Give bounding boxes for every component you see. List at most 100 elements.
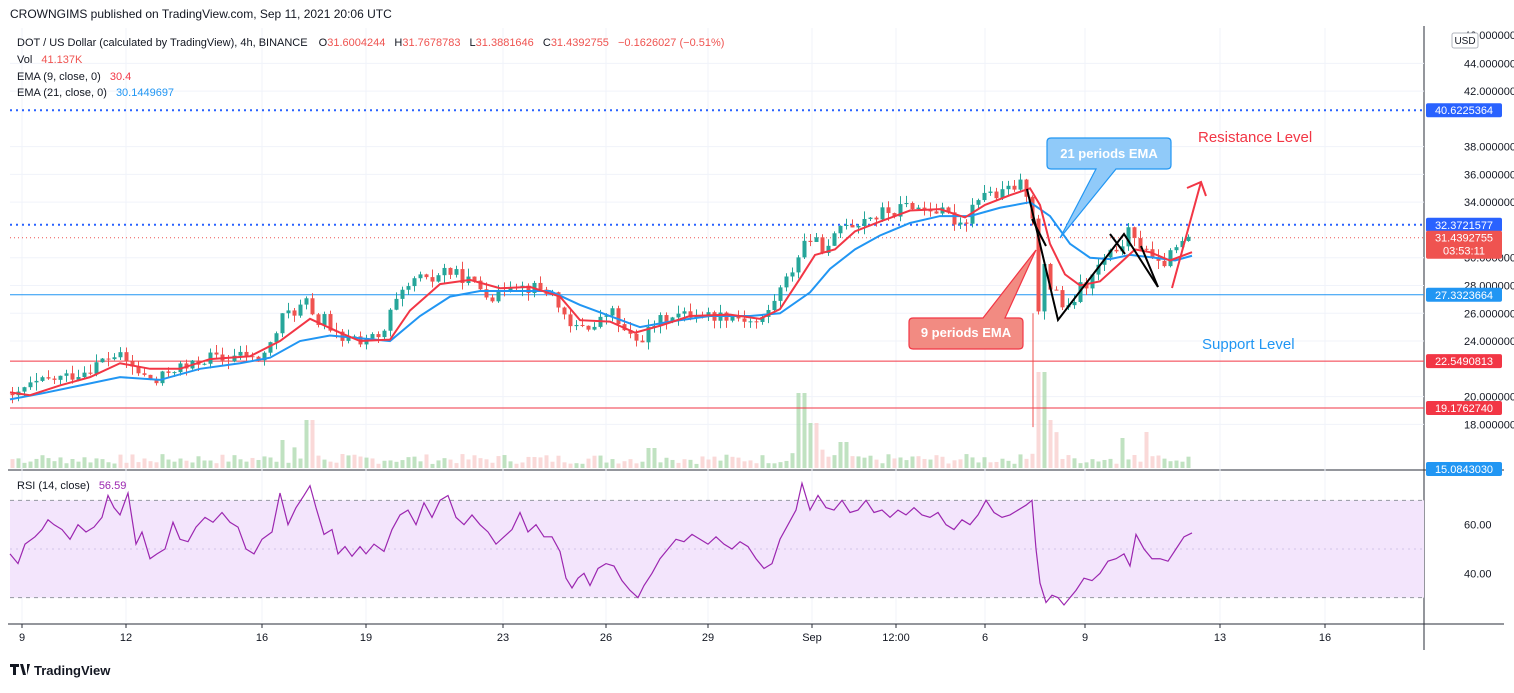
legend-vol: 41.137K bbox=[41, 54, 83, 66]
legend-rsi-line: RSI (14, close) 56.59 bbox=[17, 480, 126, 492]
volume-bar bbox=[1186, 456, 1191, 468]
volume-bar bbox=[964, 454, 969, 468]
candle-body bbox=[988, 191, 993, 193]
tradingview-brand: TradingView bbox=[34, 663, 111, 678]
volume-bar bbox=[808, 423, 813, 468]
volume-bar bbox=[1162, 458, 1167, 468]
volume-bar bbox=[274, 461, 279, 468]
candle-body bbox=[664, 315, 669, 323]
price-level-badge-text: 27.3323664 bbox=[1435, 290, 1493, 302]
candle-body bbox=[976, 200, 981, 205]
volume-bar bbox=[1048, 420, 1053, 468]
time-tick-label: 9 bbox=[19, 632, 25, 644]
candle-body bbox=[112, 357, 117, 360]
candle-body bbox=[574, 324, 579, 327]
candle-body bbox=[496, 289, 501, 302]
volume-bar bbox=[292, 447, 297, 468]
candle-body bbox=[142, 373, 147, 375]
candle-body bbox=[298, 304, 303, 316]
candle-body bbox=[784, 276, 789, 288]
price-level-badge bbox=[1426, 217, 1502, 232]
candle-body bbox=[604, 315, 609, 317]
candle-body bbox=[640, 340, 645, 343]
candle-body bbox=[124, 352, 129, 362]
volume-bar bbox=[946, 463, 951, 468]
candle-body bbox=[232, 355, 237, 362]
volume-bar bbox=[514, 463, 519, 468]
ema21-callout-text: 21 periods EMA bbox=[1060, 146, 1158, 161]
candle-body bbox=[832, 233, 837, 246]
volume-bar bbox=[1108, 458, 1113, 468]
volume-bar bbox=[106, 462, 111, 468]
time-tick-label: 23 bbox=[497, 632, 509, 644]
volume-bar bbox=[874, 459, 879, 468]
candle-body bbox=[1132, 227, 1137, 239]
volume-bar bbox=[856, 456, 861, 468]
candle-body bbox=[1102, 257, 1107, 265]
legend-ema9-label: EMA (9, close, 0) bbox=[17, 71, 101, 83]
legend-h: 31.7678783 bbox=[402, 37, 460, 49]
volume-bar bbox=[1180, 461, 1185, 468]
price-pane[interactable] bbox=[8, 26, 1424, 470]
candle-body bbox=[1048, 264, 1053, 290]
volume-bar bbox=[1156, 455, 1161, 468]
candle-body bbox=[526, 285, 531, 294]
candle-body bbox=[982, 192, 987, 201]
volume-bar bbox=[466, 459, 471, 468]
currency-badge[interactable]: USD bbox=[1451, 32, 1479, 49]
candle-body bbox=[970, 204, 975, 224]
volume-bar bbox=[580, 463, 585, 468]
candle-body bbox=[1168, 250, 1173, 267]
candle-body bbox=[154, 379, 159, 384]
candle-body bbox=[82, 372, 87, 378]
ema9-line bbox=[9, 187, 1193, 397]
candle-body bbox=[796, 257, 801, 273]
ema21-callout[interactable]: 21 periods EMA bbox=[1046, 137, 1172, 239]
rsi-line bbox=[9, 480, 1193, 606]
volume-bar bbox=[490, 462, 495, 468]
price-level-badge bbox=[1426, 401, 1502, 416]
volume-bar bbox=[112, 463, 117, 468]
candle-body bbox=[586, 325, 591, 330]
candle-body bbox=[1090, 274, 1095, 289]
candle-body bbox=[1060, 290, 1065, 308]
volume-bar bbox=[700, 456, 705, 468]
volume-bar bbox=[670, 459, 675, 468]
publisher-line: CROWNGIMS published on TradingView.com, … bbox=[10, 7, 392, 21]
time-tick-label: 9 bbox=[1082, 632, 1088, 644]
candle-body bbox=[94, 362, 99, 374]
volume-bar bbox=[1072, 458, 1077, 468]
volume-bar bbox=[16, 458, 21, 468]
volume-bar bbox=[916, 456, 921, 468]
volume-bar bbox=[742, 461, 747, 468]
volume-bar bbox=[952, 460, 957, 468]
volume-bar bbox=[772, 463, 777, 468]
candle-body bbox=[1162, 260, 1167, 267]
candle-body bbox=[166, 371, 171, 373]
candle-body bbox=[244, 351, 249, 357]
candle-body bbox=[106, 358, 111, 360]
legend-ema9: 30.4 bbox=[110, 71, 131, 83]
time-axis[interactable]: 9 12 16 19 23 26 29 Sep 12:00 6 9 13 16 bbox=[19, 624, 1331, 644]
time-tick-label: 13 bbox=[1214, 632, 1226, 644]
volume-bar bbox=[694, 463, 699, 468]
candle-body bbox=[880, 207, 885, 220]
price-axis[interactable]: 18.0000000 20.0000000 24.0000000 26.0000000… bbox=[1426, 58, 1514, 476]
volume-bar bbox=[478, 458, 483, 468]
candle-body bbox=[256, 356, 261, 361]
time-tick-label: 6 bbox=[982, 632, 988, 644]
ema9-callout[interactable]: 9 periods EMA bbox=[908, 249, 1037, 350]
volume-bar bbox=[316, 455, 321, 468]
legend-symbol-line: DOT / US Dollar (calculated by TradingVi… bbox=[17, 37, 724, 49]
candle-body bbox=[1144, 248, 1149, 250]
volume-bar bbox=[850, 456, 855, 468]
tradingview-logo[interactable]: TradingView bbox=[10, 663, 111, 678]
candle-body bbox=[226, 360, 231, 362]
volume-bar bbox=[532, 457, 537, 468]
volume-bar bbox=[634, 463, 639, 468]
volume-bar bbox=[520, 462, 525, 468]
candle-body bbox=[64, 373, 69, 376]
volume-bar bbox=[610, 459, 615, 468]
candle-body bbox=[148, 374, 153, 380]
legend-rsi-label: RSI (14, close) bbox=[17, 480, 90, 492]
